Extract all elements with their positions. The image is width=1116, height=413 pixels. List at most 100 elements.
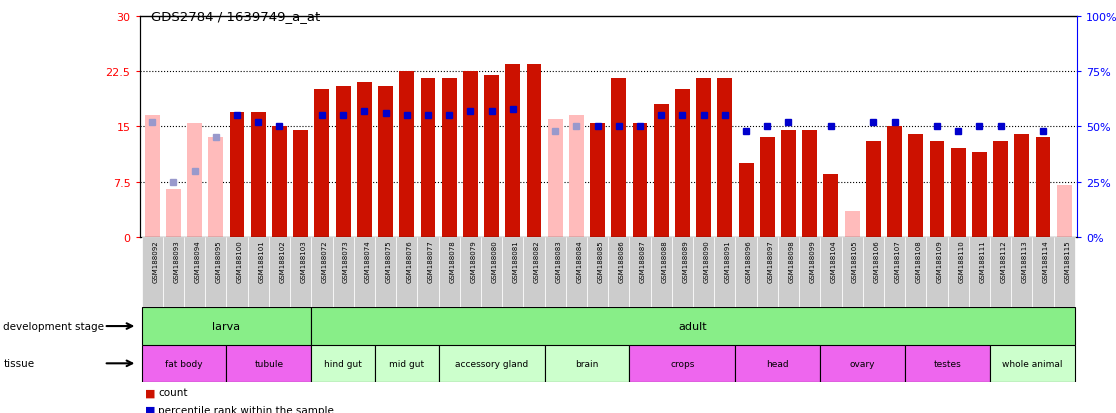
Bar	[841, 237, 863, 308]
Bar	[905, 345, 990, 382]
Bar	[884, 237, 905, 308]
Text: GSM188109: GSM188109	[937, 240, 943, 282]
Bar	[163, 237, 184, 308]
Bar	[633, 123, 647, 237]
Bar	[947, 237, 969, 308]
Text: adult: adult	[679, 321, 708, 331]
Bar	[972, 153, 987, 237]
Text: GSM188107: GSM188107	[895, 240, 901, 282]
Bar	[142, 345, 227, 382]
Text: percentile rank within the sample: percentile rank within the sample	[158, 405, 335, 413]
Text: GSM188113: GSM188113	[1022, 240, 1028, 282]
Text: GSM188082: GSM188082	[533, 240, 540, 282]
Bar	[824, 175, 838, 237]
Bar	[802, 131, 817, 237]
Bar	[693, 237, 714, 308]
Text: GSM188081: GSM188081	[512, 240, 519, 282]
Text: GSM188079: GSM188079	[470, 240, 477, 282]
Text: GSM188088: GSM188088	[662, 240, 667, 282]
Bar	[205, 237, 227, 308]
Bar	[375, 237, 396, 308]
Text: GSM188097: GSM188097	[768, 240, 773, 282]
Bar	[439, 237, 460, 308]
Text: accessory gland: accessory gland	[455, 359, 528, 368]
Bar	[863, 237, 884, 308]
Bar	[230, 112, 244, 237]
Text: GSM188090: GSM188090	[704, 240, 710, 282]
Text: GSM188093: GSM188093	[173, 240, 180, 282]
Bar	[184, 237, 205, 308]
Bar	[718, 79, 732, 237]
Text: GSM188106: GSM188106	[874, 240, 879, 282]
Bar	[887, 127, 902, 237]
Text: head: head	[767, 359, 789, 368]
Bar	[294, 131, 308, 237]
Bar	[757, 237, 778, 308]
Text: GSM188087: GSM188087	[641, 240, 646, 282]
Text: GSM188103: GSM188103	[300, 240, 307, 282]
Text: GSM188110: GSM188110	[959, 240, 964, 282]
Bar	[590, 123, 605, 237]
Bar	[735, 237, 757, 308]
Bar	[272, 127, 287, 237]
Bar	[336, 86, 350, 237]
Bar	[1011, 237, 1032, 308]
Text: crops: crops	[671, 359, 694, 368]
Bar	[696, 79, 711, 237]
Bar	[290, 237, 311, 308]
Bar	[548, 120, 562, 237]
Text: GSM188078: GSM188078	[449, 240, 455, 282]
Bar	[527, 64, 541, 237]
Text: GSM188095: GSM188095	[215, 240, 222, 282]
Bar	[566, 237, 587, 308]
Bar	[545, 345, 629, 382]
Bar	[760, 138, 775, 237]
Text: mid gut: mid gut	[389, 359, 424, 368]
Bar	[209, 138, 223, 237]
Text: GSM188085: GSM188085	[597, 240, 604, 282]
Text: testes: testes	[934, 359, 962, 368]
Text: GSM188086: GSM188086	[619, 240, 625, 282]
Text: hind gut: hind gut	[324, 359, 362, 368]
Text: GSM188108: GSM188108	[916, 240, 922, 282]
Bar	[506, 64, 520, 237]
Bar	[375, 345, 439, 382]
Text: GSM188075: GSM188075	[385, 240, 392, 282]
Bar	[484, 76, 499, 237]
Bar	[926, 237, 947, 308]
Bar	[1032, 237, 1054, 308]
Bar	[735, 345, 820, 382]
Bar	[1057, 186, 1071, 237]
Bar	[396, 237, 417, 308]
Text: GSM188104: GSM188104	[831, 240, 837, 282]
Text: GSM188077: GSM188077	[427, 240, 434, 282]
Bar	[311, 237, 333, 308]
Bar	[269, 237, 290, 308]
Bar	[248, 237, 269, 308]
Bar	[142, 237, 163, 308]
Text: GSM188091: GSM188091	[725, 240, 731, 282]
Bar	[778, 237, 799, 308]
Bar	[333, 237, 354, 308]
Bar	[481, 237, 502, 308]
Bar	[799, 237, 820, 308]
Text: GSM188100: GSM188100	[237, 240, 243, 282]
Bar	[990, 345, 1075, 382]
Text: GSM188111: GSM188111	[980, 240, 985, 282]
Bar	[1014, 134, 1029, 237]
Bar	[990, 237, 1011, 308]
Bar	[187, 123, 202, 237]
Bar	[629, 345, 735, 382]
Bar	[654, 105, 668, 237]
Text: GSM188114: GSM188114	[1043, 240, 1049, 282]
Bar	[651, 237, 672, 308]
Text: GSM188089: GSM188089	[683, 240, 689, 282]
Bar	[523, 237, 545, 308]
Bar	[227, 345, 311, 382]
Text: GSM188072: GSM188072	[321, 240, 328, 282]
Bar	[629, 237, 651, 308]
Bar	[227, 237, 248, 308]
Text: GSM188083: GSM188083	[555, 240, 561, 282]
Bar	[142, 308, 311, 345]
Bar	[315, 90, 329, 237]
